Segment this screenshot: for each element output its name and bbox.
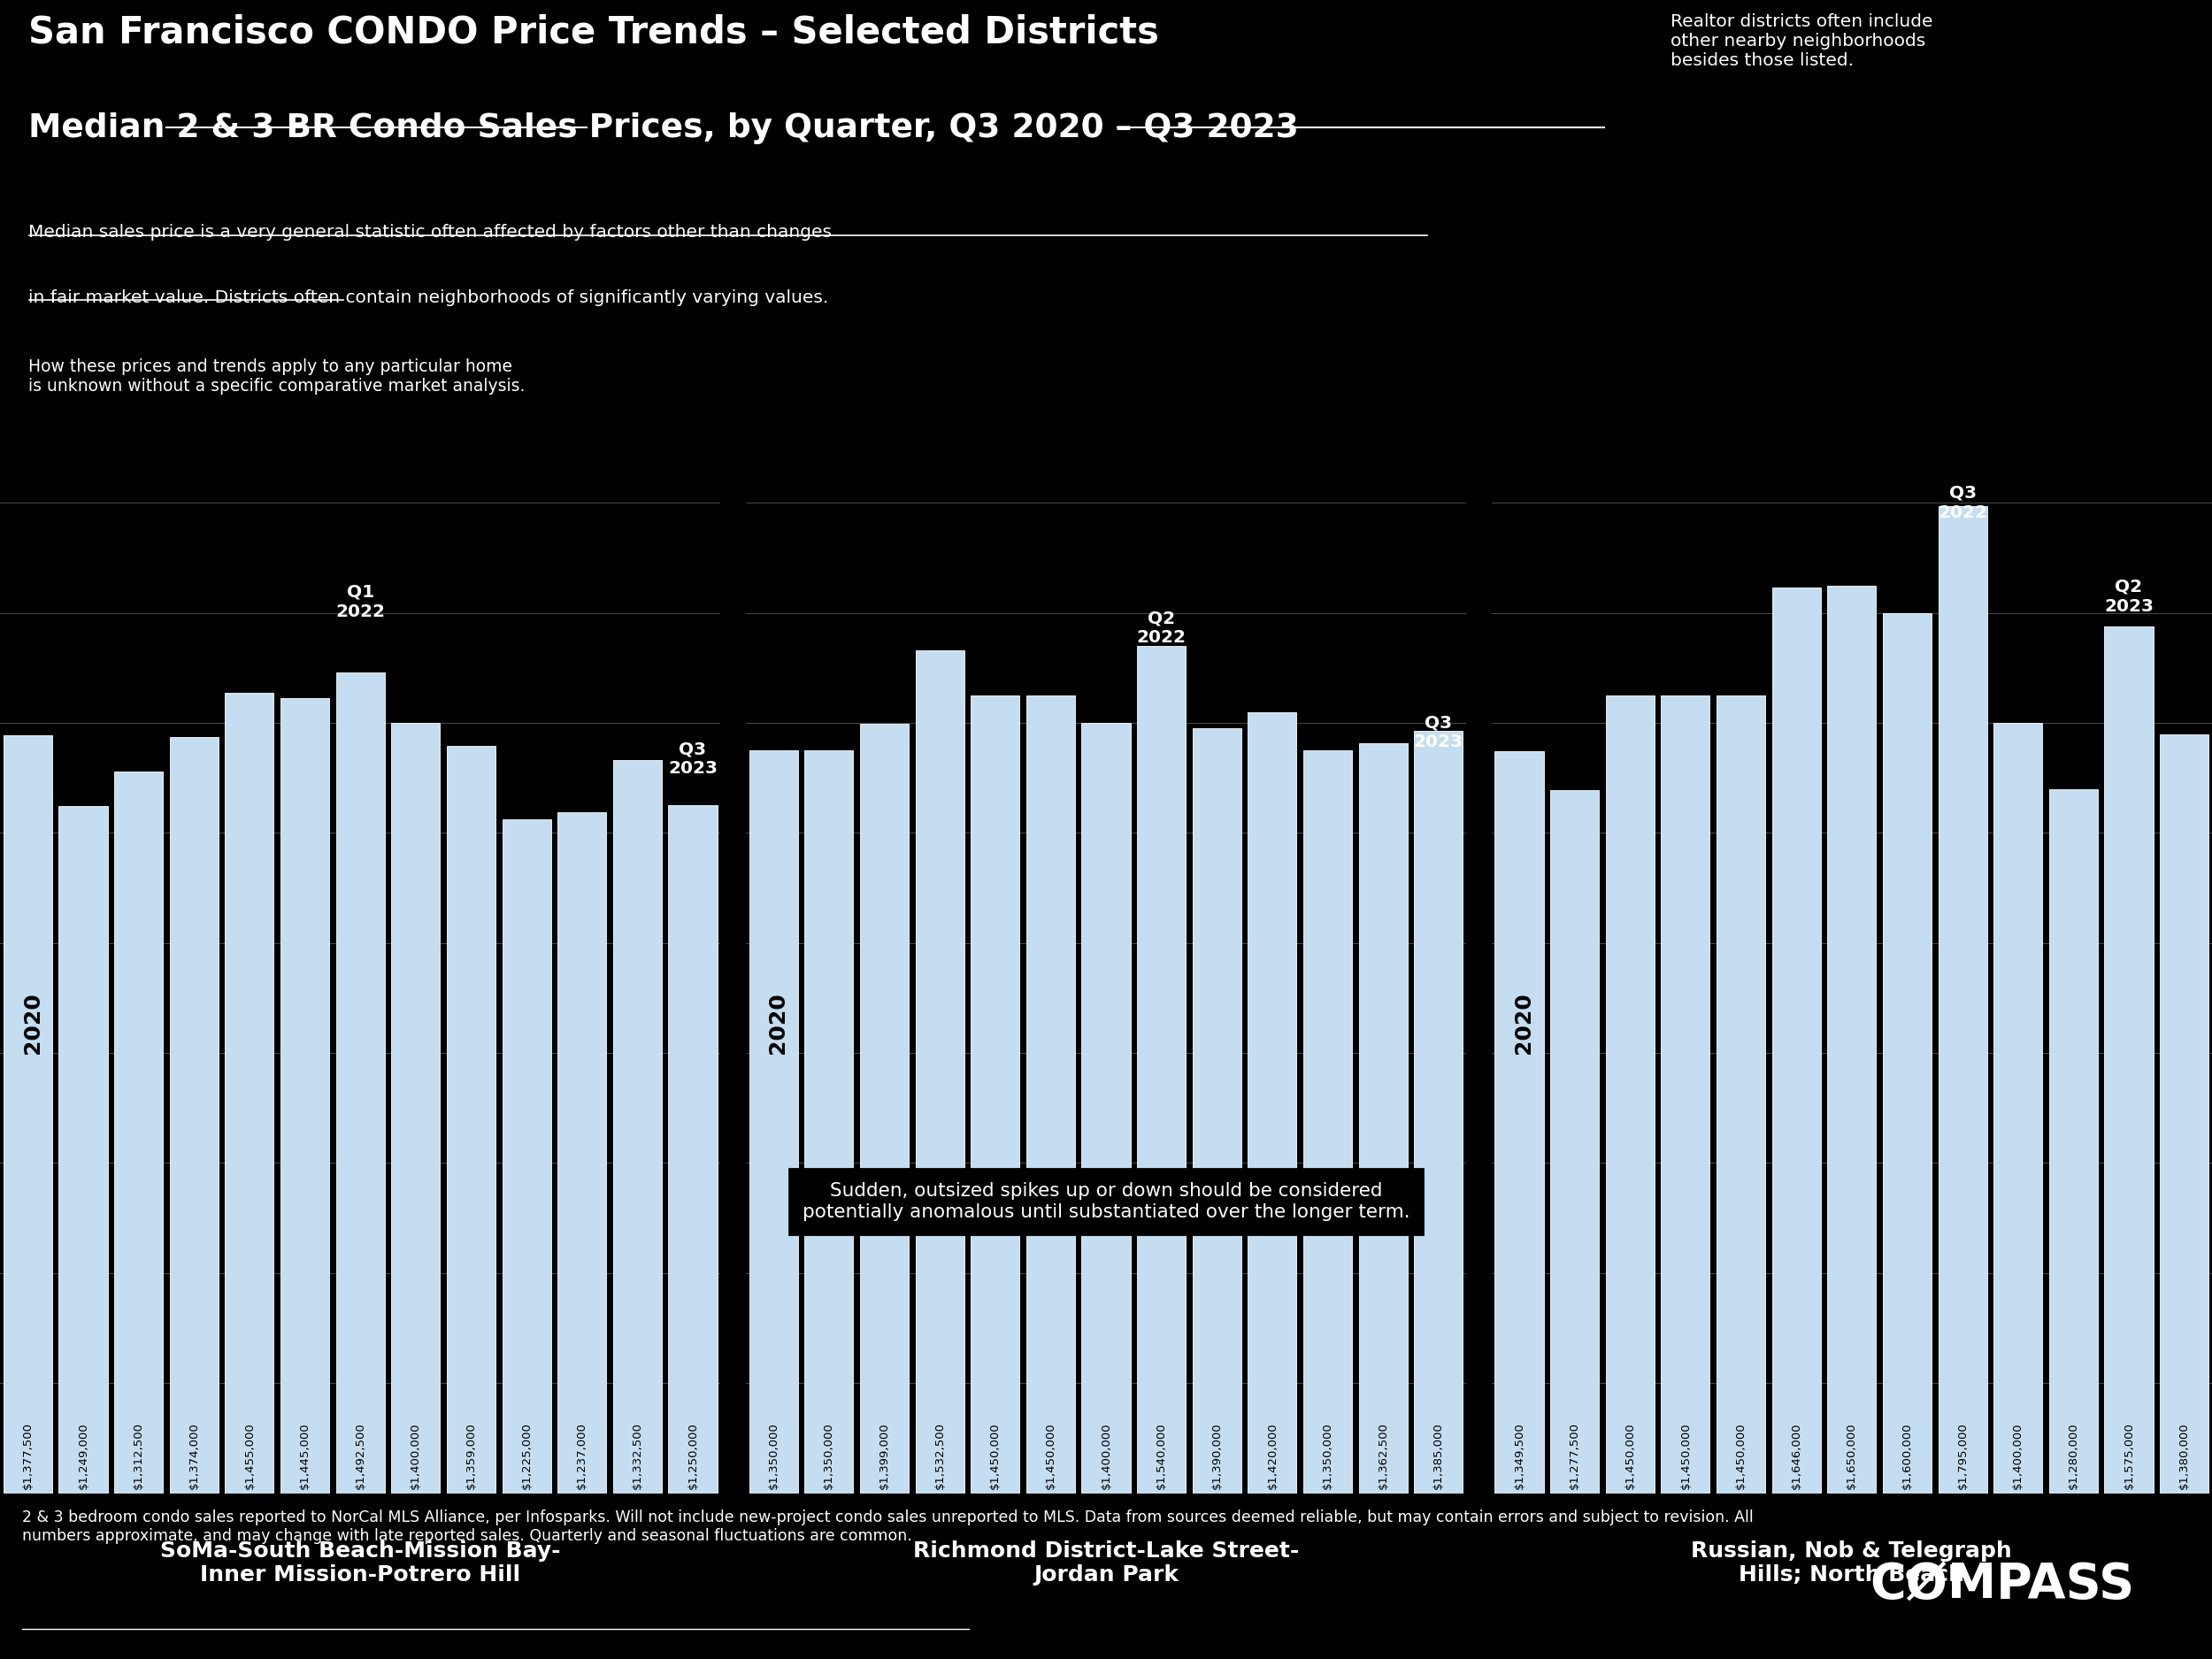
Bar [1303,750,1352,1493]
Bar [1192,728,1241,1493]
Bar [1827,586,1876,1493]
Bar [1248,712,1296,1493]
Bar [1882,612,1931,1493]
Text: $1,237,000: $1,237,000 [575,1422,588,1488]
Text: $1,400,000: $1,400,000 [409,1422,422,1488]
Text: $1,380,000: $1,380,000 [2179,1422,2190,1488]
Text: 2020: 2020 [768,992,790,1053]
Text: CØMPASS: CØMPASS [1869,1561,2135,1608]
Text: $1,575,000: $1,575,000 [2124,1422,2135,1488]
Text: Russian, Nob & Telegraph
Hills; North Beach: Russian, Nob & Telegraph Hills; North Be… [1692,1540,2013,1586]
Text: $1,450,000: $1,450,000 [1734,1422,1747,1488]
Text: $1,450,000: $1,450,000 [1044,1422,1057,1488]
Bar [1082,723,1130,1493]
Text: Realtor districts often include
other nearby neighborhoods
besides those listed.: Realtor districts often include other ne… [1670,13,1933,70]
Bar [1026,695,1075,1493]
Bar [1358,743,1407,1493]
Bar [1717,695,1765,1493]
Bar [392,723,440,1493]
Text: $1,385,000: $1,385,000 [1433,1422,1444,1488]
Text: 2020: 2020 [22,992,42,1053]
Text: $1,362,500: $1,362,500 [1378,1422,1389,1488]
Bar [805,750,854,1493]
Bar [1606,695,1655,1493]
Text: $1,532,500: $1,532,500 [933,1422,945,1488]
Bar [916,650,964,1493]
Bar [502,820,551,1493]
Text: $1,399,000: $1,399,000 [878,1422,889,1488]
Text: Q3
2022: Q3 2022 [1938,484,1986,521]
Bar [2048,790,2097,1493]
Bar [281,698,330,1493]
Bar [1661,695,1710,1493]
Text: Richmond District-Lake Street-
Jordan Park: Richmond District-Lake Street- Jordan Pa… [914,1540,1298,1586]
Text: $1,249,000: $1,249,000 [77,1422,88,1488]
Text: $1,646,000: $1,646,000 [1790,1422,1803,1488]
Bar [1993,723,2042,1493]
Bar [1495,752,1544,1493]
Text: $1,350,000: $1,350,000 [1323,1422,1334,1488]
Text: $1,377,500: $1,377,500 [22,1422,33,1488]
Text: $1,349,500: $1,349,500 [1513,1422,1524,1488]
Text: $1,332,500: $1,332,500 [633,1422,644,1488]
Text: $1,450,000: $1,450,000 [1624,1422,1637,1488]
Bar [4,735,53,1493]
Text: $1,250,000: $1,250,000 [688,1422,699,1488]
Text: Median 2 & 3 BR Condo Sales Prices, by Quarter, Q3 2020 – Q3 2023: Median 2 & 3 BR Condo Sales Prices, by Q… [29,113,1298,144]
Bar [860,723,909,1493]
Text: $1,795,000: $1,795,000 [1958,1422,1969,1488]
Text: $1,312,500: $1,312,500 [133,1422,144,1488]
Text: $1,374,000: $1,374,000 [188,1422,199,1488]
Bar [60,806,108,1493]
Text: Q2
2023: Q2 2023 [2104,579,2154,615]
Text: Median sales price is a very general statistic often affected by factors other t: Median sales price is a very general sta… [29,224,832,241]
Text: $1,280,000: $1,280,000 [2068,1422,2079,1488]
Text: $1,450,000: $1,450,000 [1679,1422,1692,1488]
Bar [668,806,717,1493]
Text: Q1
2022: Q1 2022 [336,584,385,620]
Text: Q3
2023: Q3 2023 [668,740,717,776]
Bar [1772,587,1820,1493]
Bar [750,750,799,1493]
Bar [557,813,606,1493]
Text: How these prices and trends apply to any particular home
is unknown without a sp: How these prices and trends apply to any… [29,358,526,395]
Bar [115,771,164,1493]
Bar [170,737,219,1493]
Text: $1,390,000: $1,390,000 [1212,1422,1223,1488]
Text: 2020: 2020 [1513,992,1535,1053]
Bar [1137,645,1186,1493]
Text: $1,225,000: $1,225,000 [520,1422,533,1488]
Bar [1938,506,1986,1493]
Text: $1,650,000: $1,650,000 [1847,1422,1858,1488]
Text: $1,540,000: $1,540,000 [1155,1422,1168,1488]
Text: $1,450,000: $1,450,000 [989,1422,1000,1488]
Text: $1,400,000: $1,400,000 [2013,1422,2024,1488]
Text: $1,350,000: $1,350,000 [823,1422,834,1488]
Text: in fair market value. Districts often contain neighborhoods of significantly var: in fair market value. Districts often co… [29,289,830,305]
Bar [1413,732,1462,1493]
Bar [971,695,1020,1493]
Text: Q3
2023: Q3 2023 [1413,715,1464,752]
Text: $1,420,000: $1,420,000 [1267,1422,1279,1488]
Bar [613,760,661,1493]
Bar [226,693,274,1493]
Text: $1,400,000: $1,400,000 [1099,1422,1113,1488]
Bar [2159,733,2208,1493]
Text: $1,359,000: $1,359,000 [465,1422,478,1488]
Text: 2 & 3 bedroom condo sales reported to NorCal MLS Alliance, per Infosparks. Will : 2 & 3 bedroom condo sales reported to No… [22,1510,1754,1545]
Text: Sudden, outsized spikes up or down should be considered
potentially anomalous un: Sudden, outsized spikes up or down shoul… [803,1183,1409,1221]
Bar [1551,790,1599,1493]
Bar [2104,627,2152,1493]
Text: $1,492,500: $1,492,500 [354,1422,365,1488]
Text: $1,350,000: $1,350,000 [768,1422,779,1488]
Text: $1,600,000: $1,600,000 [1902,1422,1913,1488]
Text: $1,445,000: $1,445,000 [299,1422,310,1488]
Text: San Francisco CONDO Price Trends – Selected Districts: San Francisco CONDO Price Trends – Selec… [29,13,1159,50]
Text: SoMa-South Beach-Mission Bay-
Inner Mission-Potrero Hill: SoMa-South Beach-Mission Bay- Inner Miss… [159,1540,560,1586]
Bar [447,745,495,1493]
Text: Q2
2022: Q2 2022 [1137,611,1186,647]
Text: $1,277,500: $1,277,500 [1568,1422,1579,1488]
Text: $1,455,000: $1,455,000 [243,1422,254,1488]
Bar [336,672,385,1493]
